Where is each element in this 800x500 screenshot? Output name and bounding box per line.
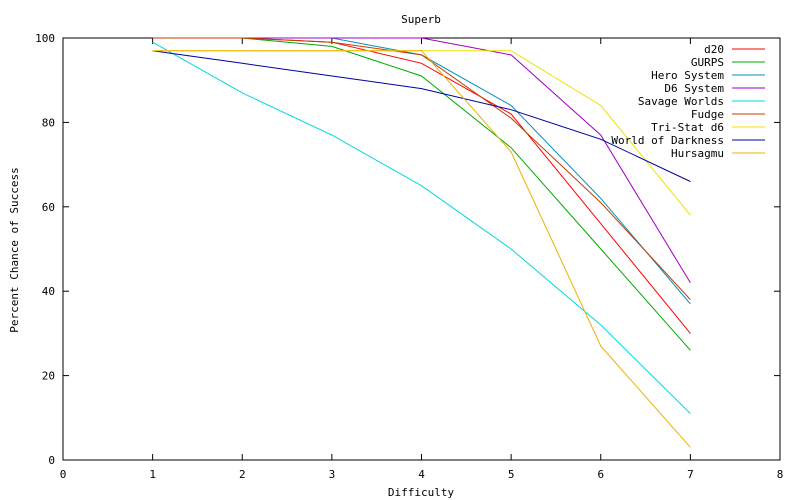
series-line-tri-stat-d6 (152, 50, 691, 216)
legend-label: Hero System (651, 69, 724, 82)
x-tick-label: 2 (239, 468, 246, 481)
x-axis-label: Difficulty (388, 486, 455, 499)
x-tick-label: 1 (149, 468, 156, 481)
x-tick-label: 6 (597, 468, 604, 481)
legend-label: Tri-Stat d6 (651, 121, 724, 134)
y-axis-label: Percent Chance of Success (8, 167, 21, 333)
series-line-savage-worlds (152, 41, 691, 414)
x-tick-label: 3 (329, 468, 336, 481)
series-line-hursagmu (152, 50, 691, 448)
legend-label: D6 System (664, 82, 724, 95)
x-tick-label: 0 (60, 468, 67, 481)
legend-label: d20 (704, 43, 724, 56)
series-line-world-of-darkness (152, 50, 691, 182)
series-lines (152, 37, 691, 448)
series-line-d6-system (152, 37, 691, 284)
series-line-gurps (152, 37, 691, 351)
x-tick-label: 7 (687, 468, 694, 481)
y-tick-label: 100 (35, 32, 55, 45)
legend-label: World of Darkness (611, 134, 724, 147)
x-tick-label: 4 (418, 468, 425, 481)
x-tick-label: 5 (508, 468, 515, 481)
legend-label: Savage Worlds (638, 95, 724, 108)
y-tick-label: 60 (42, 201, 55, 214)
legend-label: Hursagmu (671, 147, 724, 160)
x-tick-label: 8 (777, 468, 784, 481)
series-line-fudge (152, 37, 691, 300)
legend-label: GURPS (691, 56, 724, 69)
y-tick-label: 80 (42, 116, 55, 129)
y-tick-label: 40 (42, 285, 55, 298)
y-tick-label: 0 (48, 454, 55, 467)
chart-title: Superb (401, 13, 441, 26)
y-tick-label: 20 (42, 370, 55, 383)
series-line-hero-system (152, 37, 691, 305)
legend-label: Fudge (691, 108, 724, 121)
